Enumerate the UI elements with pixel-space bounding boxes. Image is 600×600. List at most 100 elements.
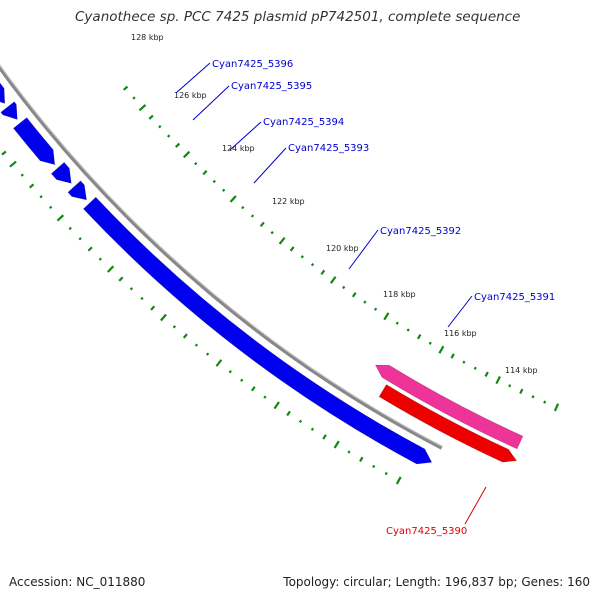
gc-dot (215, 359, 223, 367)
gc-dot (118, 276, 124, 282)
gc-dot (250, 214, 255, 218)
gc-dot (416, 333, 422, 340)
forward-gene-4 (0, 101, 18, 120)
gc-dot (395, 321, 399, 325)
gc-dot (98, 257, 102, 261)
kbp-tick-label: 118 kbp (383, 290, 416, 299)
gc-dot (202, 170, 208, 176)
gc-dot (140, 296, 144, 301)
gc-dot (333, 440, 340, 449)
gc-dot (194, 161, 198, 166)
gc-dot (395, 476, 402, 485)
gc-dot (182, 333, 188, 339)
gc-dot (250, 386, 256, 392)
gc-dot (87, 246, 93, 252)
forward-gene-7 (67, 180, 87, 201)
gc-dot (132, 96, 136, 100)
gc-dot (300, 255, 304, 259)
gc-dot (278, 237, 286, 245)
gc-dot (298, 419, 303, 424)
gc-dot (289, 246, 295, 252)
gene-label: Cyan7425_5395 (231, 81, 312, 92)
gc-dot (228, 370, 232, 374)
gene-label-leader (253, 147, 287, 184)
gene-label: Cyan7425_5394 (263, 117, 344, 128)
gc-dot (372, 464, 376, 469)
gc-dot (406, 328, 410, 332)
gc-dot (347, 450, 351, 454)
gc-dot (222, 188, 226, 192)
gc-dot (182, 150, 191, 159)
gc-dot (56, 214, 65, 222)
kbp-tick-track: 128 kbp 126 kbp 124 kbp 122 kbp 120 kbp 118 k… (131, 33, 538, 375)
gc-dot (150, 305, 156, 311)
gc-dot (166, 134, 171, 138)
accession-text: Accession: NC_011880 (9, 575, 146, 589)
gc-dot (1, 150, 7, 156)
backbone-arc (0, 64, 443, 450)
gc-dot (359, 456, 364, 463)
gc-dot (531, 395, 535, 399)
gc-dot (473, 366, 477, 370)
gc-dot (175, 142, 181, 148)
gc-dot (122, 85, 129, 91)
kbp-tick-label: 126 kbp (174, 91, 207, 100)
gc-dot (39, 195, 43, 199)
gc-dot (329, 276, 337, 284)
gc-dot (373, 307, 378, 311)
gc-dot (78, 237, 82, 241)
forward-gene-3 (0, 82, 6, 104)
gene-label-leader (447, 295, 473, 328)
gene-label-leader (464, 486, 487, 525)
gene-track (0, 82, 524, 465)
kbp-tick-label: 120 kbp (326, 244, 359, 253)
reverse-gene-pink (374, 364, 524, 450)
forward-gene-6 (50, 161, 72, 184)
gc-dot (194, 343, 199, 347)
forward-gene-8 (83, 196, 433, 465)
reverse-gene-red (378, 384, 518, 463)
gc-dot (212, 179, 216, 184)
gene-label-leader (175, 62, 211, 94)
gc-dot (9, 160, 17, 168)
gc-dot (160, 313, 167, 322)
gc-dot (484, 371, 489, 377)
map-title: Cyanothece sp. PCC 7425 plasmid pP742501… (75, 9, 521, 25)
gc-dot (240, 378, 244, 382)
backbone-highlight (0, 64, 443, 447)
gene-label: Cyan7425_5392 (380, 226, 461, 237)
gc-dot (241, 205, 245, 210)
gc-dot (351, 292, 357, 298)
gc-dot (450, 353, 455, 359)
gc-dot (495, 375, 501, 385)
gc-dot (384, 471, 388, 476)
gene-label-leader (192, 85, 230, 121)
gc-skew-inner-track (1, 150, 402, 485)
gc-dot (320, 269, 326, 276)
gc-dot (310, 427, 315, 431)
gc-dot (342, 285, 346, 290)
kbp-tick-label: 122 kbp (272, 197, 305, 206)
kbp-tick-label: 114 kbp (505, 366, 538, 375)
backbone-ring (0, 64, 443, 450)
gene-label-leader (229, 121, 262, 151)
gc-dot (363, 300, 367, 304)
gene-label-leader (348, 229, 379, 270)
gc-dot (462, 360, 466, 364)
gc-dot (519, 388, 524, 395)
gc-dot (508, 384, 512, 388)
gc-dot (20, 173, 24, 177)
gc-dot (273, 401, 280, 410)
gc-dot (310, 262, 315, 267)
gene-label: Cyan7425_5393 (288, 143, 369, 154)
gc-dot (428, 341, 432, 345)
gc-dot (286, 410, 291, 417)
gene-label: Cyan7425_5396 (212, 59, 293, 70)
gc-dot (543, 400, 547, 404)
gc-dot (383, 312, 390, 321)
gc-dot (270, 230, 274, 235)
gene-label: Cyan7425_5390 (386, 526, 467, 537)
gc-dot (158, 125, 162, 129)
gc-dot (172, 325, 177, 329)
gc-skew-outer-track (122, 85, 560, 412)
